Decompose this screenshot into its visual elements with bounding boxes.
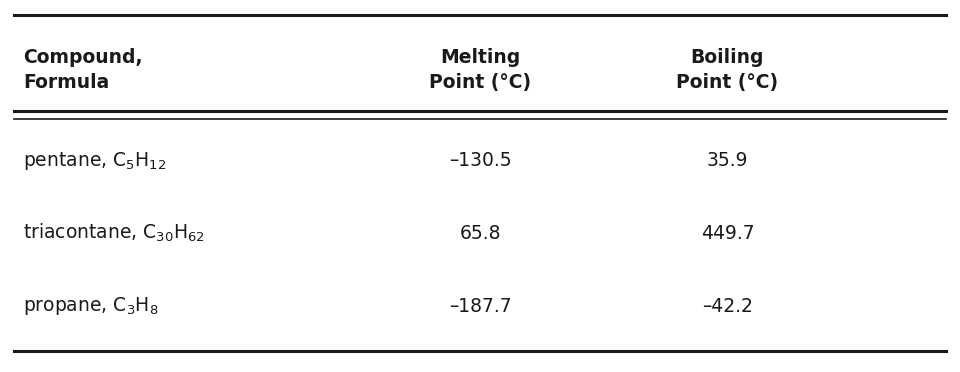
- Text: triacontane, C$_{30}$H$_{62}$: triacontane, C$_{30}$H$_{62}$: [23, 222, 205, 244]
- Text: Compound,
Formula: Compound, Formula: [23, 48, 143, 92]
- Text: 35.9: 35.9: [707, 151, 748, 170]
- Text: 449.7: 449.7: [701, 224, 755, 243]
- Text: –130.5: –130.5: [448, 151, 512, 170]
- Text: –187.7: –187.7: [448, 296, 512, 315]
- Text: Boiling
Point (°C): Boiling Point (°C): [677, 48, 779, 92]
- Text: propane, C$_3$H$_8$: propane, C$_3$H$_8$: [23, 295, 158, 317]
- Text: 65.8: 65.8: [459, 224, 501, 243]
- Text: Melting
Point (°C): Melting Point (°C): [429, 48, 531, 92]
- Text: pentane, C$_5$H$_{12}$: pentane, C$_5$H$_{12}$: [23, 150, 167, 171]
- Text: –42.2: –42.2: [702, 296, 753, 315]
